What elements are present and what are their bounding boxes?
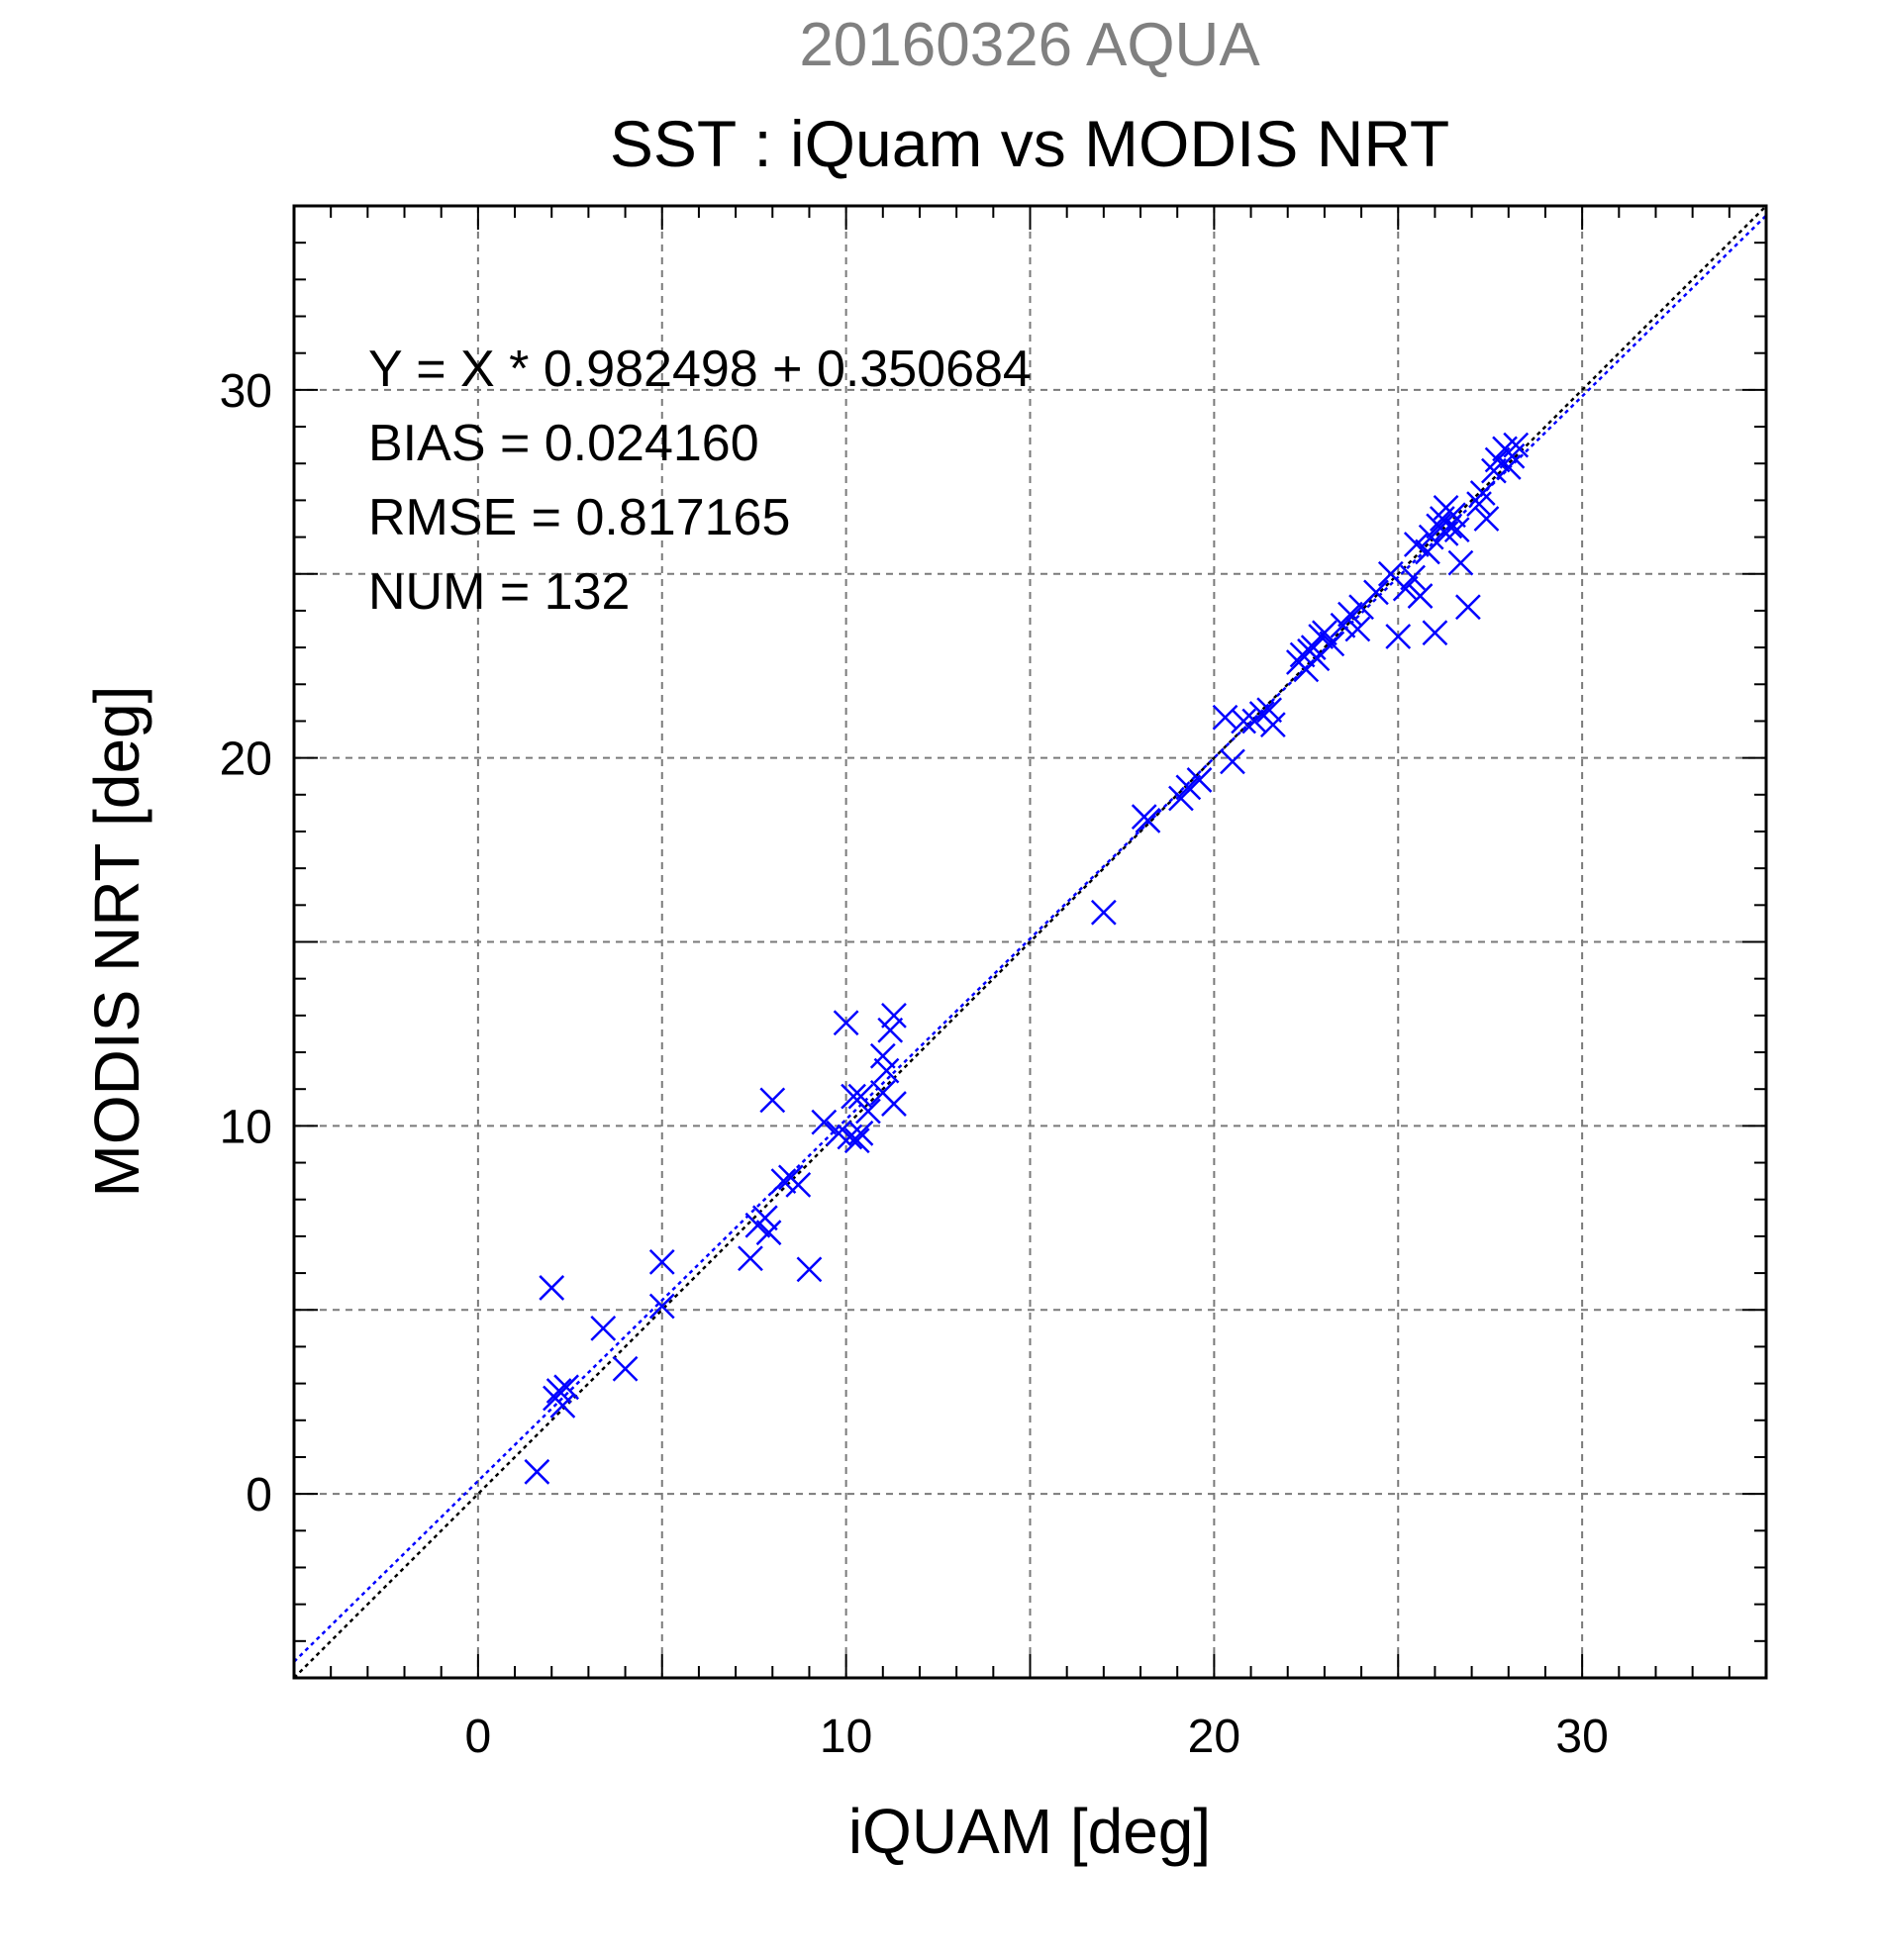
data-point — [1447, 549, 1474, 576]
data-point — [590, 1315, 617, 1341]
data-point — [1469, 480, 1496, 506]
data-point — [648, 1293, 675, 1320]
stats-box: Y = X * 0.982498 + 0.350684 BIAS = 0.024… — [368, 341, 1032, 621]
data-point — [612, 1355, 639, 1382]
data-point — [1256, 697, 1283, 724]
data-point — [811, 1109, 838, 1135]
data-point — [881, 1091, 907, 1117]
data-point — [877, 1017, 904, 1043]
stat-bias: BIAS = 0.024160 — [368, 415, 759, 472]
data-point — [869, 1042, 896, 1069]
data-point — [847, 1120, 874, 1146]
data-point — [1503, 432, 1530, 458]
data-point — [1337, 601, 1363, 628]
data-point — [1135, 807, 1161, 833]
data-point — [524, 1458, 550, 1485]
data-points — [524, 432, 1530, 1485]
x-tick-label: 20 — [1188, 1711, 1240, 1763]
data-point — [1454, 594, 1481, 621]
data-point — [833, 1010, 859, 1036]
stat-num: NUM = 132 — [368, 563, 630, 621]
data-point — [785, 1171, 812, 1198]
data-point — [1231, 708, 1256, 735]
stat-regression: Y = X * 0.982498 + 0.350684 — [368, 341, 1032, 398]
data-point — [1175, 774, 1202, 801]
data-point — [755, 1220, 782, 1246]
data-point — [1403, 532, 1430, 557]
x-tick-label: 10 — [820, 1711, 872, 1763]
data-point — [751, 1205, 778, 1231]
data-point — [1443, 517, 1470, 543]
data-point — [1422, 620, 1448, 646]
y-axis-label: MODIS NRT [deg] — [81, 686, 152, 1198]
data-point — [1259, 712, 1286, 738]
data-point — [1186, 767, 1213, 793]
data-point — [553, 1374, 579, 1401]
chart-super-title: 20160326 AQUA — [799, 11, 1260, 79]
x-tick-label: 0 — [465, 1711, 492, 1763]
data-point — [1220, 748, 1245, 775]
data-point — [1484, 446, 1511, 473]
plot-frame — [292, 204, 1768, 1680]
data-point — [1319, 631, 1345, 657]
data-point — [770, 1168, 797, 1195]
data-point — [539, 1275, 565, 1301]
stat-rmse: RMSE = 0.817165 — [368, 489, 790, 546]
data-point — [759, 1087, 786, 1114]
data-point — [843, 1127, 870, 1154]
data-point — [1440, 502, 1466, 529]
data-point — [1312, 620, 1337, 646]
data-point — [1392, 575, 1419, 602]
data-point — [1407, 583, 1434, 609]
data-point — [1344, 616, 1371, 642]
x-tick-label: 30 — [1555, 1711, 1608, 1763]
data-point — [1090, 899, 1117, 926]
y-tick-label: 20 — [220, 734, 272, 786]
data-point — [648, 1249, 675, 1275]
data-point — [738, 1245, 763, 1272]
data-point — [881, 1002, 907, 1029]
data-point — [1418, 524, 1444, 550]
y-tick-label: 0 — [246, 1469, 272, 1521]
data-point — [1385, 624, 1412, 649]
data-point — [545, 1378, 572, 1404]
y-tick-label: 10 — [220, 1101, 272, 1153]
data-point — [796, 1256, 823, 1283]
y-tick-label: 30 — [220, 365, 272, 418]
data-point — [1363, 579, 1389, 606]
data-point — [873, 1057, 900, 1084]
x-axis-label: iQUAM [deg] — [848, 1796, 1211, 1867]
data-point — [1212, 704, 1238, 731]
data-point — [1400, 564, 1427, 591]
data-point — [1473, 506, 1500, 532]
data-point — [847, 1083, 874, 1110]
tick-labels: 0 10 20 30 0 10 20 30 — [220, 365, 1609, 1763]
chart-title: SST : iQuam vs MODIS NRT — [610, 107, 1449, 180]
data-point — [855, 1098, 881, 1125]
grid-lines — [294, 206, 1766, 1678]
